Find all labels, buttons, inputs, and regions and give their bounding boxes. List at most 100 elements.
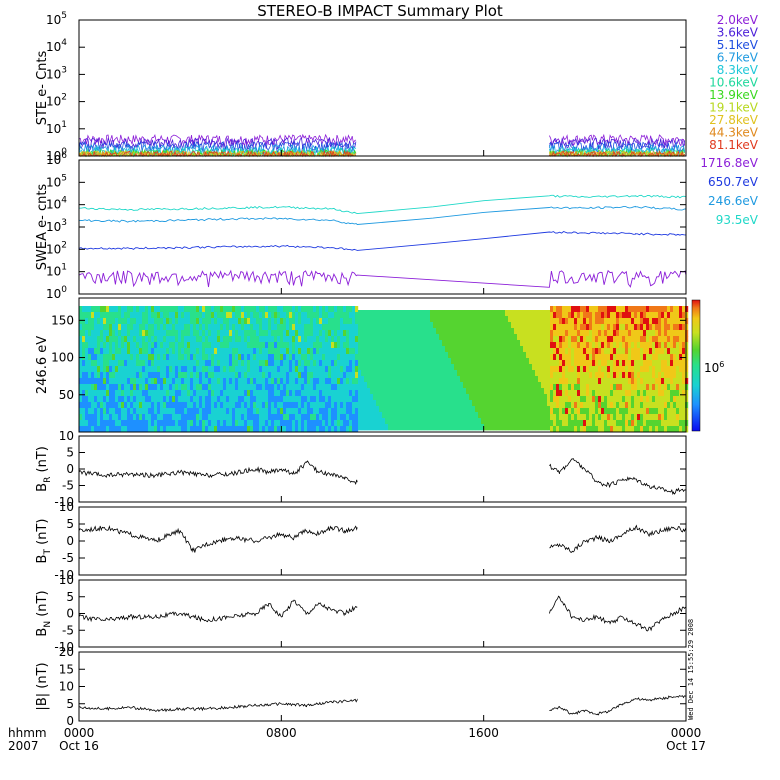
pad-cell — [382, 316, 386, 323]
pad-cell — [154, 330, 158, 337]
pad-cell — [523, 412, 527, 419]
pad-cell — [559, 414, 563, 421]
pad-cell — [580, 426, 584, 433]
pad-cell — [223, 390, 227, 397]
pad-cell — [217, 408, 221, 415]
pad-cell — [346, 408, 350, 415]
pad-cell — [679, 360, 683, 367]
pad-cell — [109, 336, 113, 343]
pad-cell — [625, 348, 629, 355]
pad-cell — [562, 330, 566, 337]
pad-cell — [178, 318, 182, 325]
pad-cell — [466, 346, 470, 353]
pad-cell — [109, 360, 113, 367]
pad-cell — [121, 396, 125, 403]
ste-series-3.6keV — [549, 137, 686, 151]
pad-cell — [442, 370, 446, 377]
pad-cell — [109, 396, 113, 403]
pad-cell — [91, 306, 95, 313]
pad-cell — [316, 366, 320, 373]
pad-cell — [517, 316, 521, 323]
pad-cell — [646, 390, 650, 397]
pad-cell — [634, 396, 638, 403]
pad-cell — [400, 346, 404, 353]
pad-cell — [493, 352, 497, 359]
pad-cell — [253, 426, 257, 433]
pad-cell — [523, 322, 527, 329]
pad-cell — [430, 358, 434, 365]
pad-cell — [283, 312, 287, 319]
pad-cell — [619, 354, 623, 361]
pad-cell — [235, 384, 239, 391]
pad-cell — [424, 328, 428, 335]
pad-cell — [154, 354, 158, 361]
pad-cell — [208, 414, 212, 421]
pad-cell — [658, 342, 662, 349]
pad-cell — [340, 336, 344, 343]
pad-cell — [100, 354, 104, 361]
pad-cell — [187, 360, 191, 367]
pad-cell — [271, 354, 275, 361]
pad-cell — [619, 324, 623, 331]
pad-cell — [391, 358, 395, 365]
pad-cell — [304, 420, 308, 427]
pad-cell — [91, 390, 95, 397]
pad-cell — [352, 390, 356, 397]
pad-cell — [166, 324, 170, 331]
pad-cell — [595, 330, 599, 337]
pad-cell — [283, 330, 287, 337]
x-tick-label: 1600 — [468, 726, 499, 740]
pad-cell — [508, 382, 512, 389]
pad-cell — [94, 366, 98, 373]
pad-cell — [112, 336, 116, 343]
pad-cell — [376, 424, 380, 431]
pad-cell — [550, 342, 554, 349]
ste-series-3.6keV — [78, 136, 357, 151]
pad-cell — [136, 420, 140, 427]
pad-cell — [448, 382, 452, 389]
pad-cell — [508, 364, 512, 371]
pad-cell — [199, 312, 203, 319]
pad-cell — [364, 406, 368, 413]
pad-cell — [529, 358, 533, 365]
pad-cell — [634, 354, 638, 361]
pad-cell — [532, 358, 536, 365]
pad-cell — [79, 348, 83, 355]
pad-cell — [103, 420, 107, 427]
pad-cell — [520, 364, 524, 371]
pad-cell — [391, 412, 395, 419]
pad-cell — [175, 360, 179, 367]
pad-cell — [403, 346, 407, 353]
pad-cell — [268, 348, 272, 355]
pad-cell — [541, 346, 545, 353]
pad-cell — [202, 348, 206, 355]
pad-cell — [565, 420, 569, 427]
pad-cell — [277, 402, 281, 409]
pad-cell — [460, 352, 464, 359]
pad-cell — [316, 414, 320, 421]
pad-cell — [301, 402, 305, 409]
pad-cell — [619, 342, 623, 349]
pad-cell — [544, 340, 548, 347]
pad-cell — [190, 396, 194, 403]
pad-cell — [613, 318, 617, 325]
pad-cell — [316, 330, 320, 337]
pad-cell — [658, 372, 662, 379]
pad-cell — [154, 420, 158, 427]
pad-cell — [625, 408, 629, 415]
pad-cell — [592, 414, 596, 421]
pad-cell — [427, 400, 431, 407]
pad-cell — [127, 372, 131, 379]
pad-cell — [520, 412, 524, 419]
pad-cell — [112, 402, 116, 409]
pad-cell — [346, 414, 350, 421]
pad-cell — [217, 414, 221, 421]
pad-cell — [346, 336, 350, 343]
pad-cell — [547, 328, 551, 335]
pad-cell — [265, 354, 269, 361]
pad-cell — [448, 322, 452, 329]
pad-cell — [79, 408, 83, 415]
pad-cell — [571, 306, 575, 313]
pad-cell — [313, 312, 317, 319]
pad-cell — [106, 414, 110, 421]
